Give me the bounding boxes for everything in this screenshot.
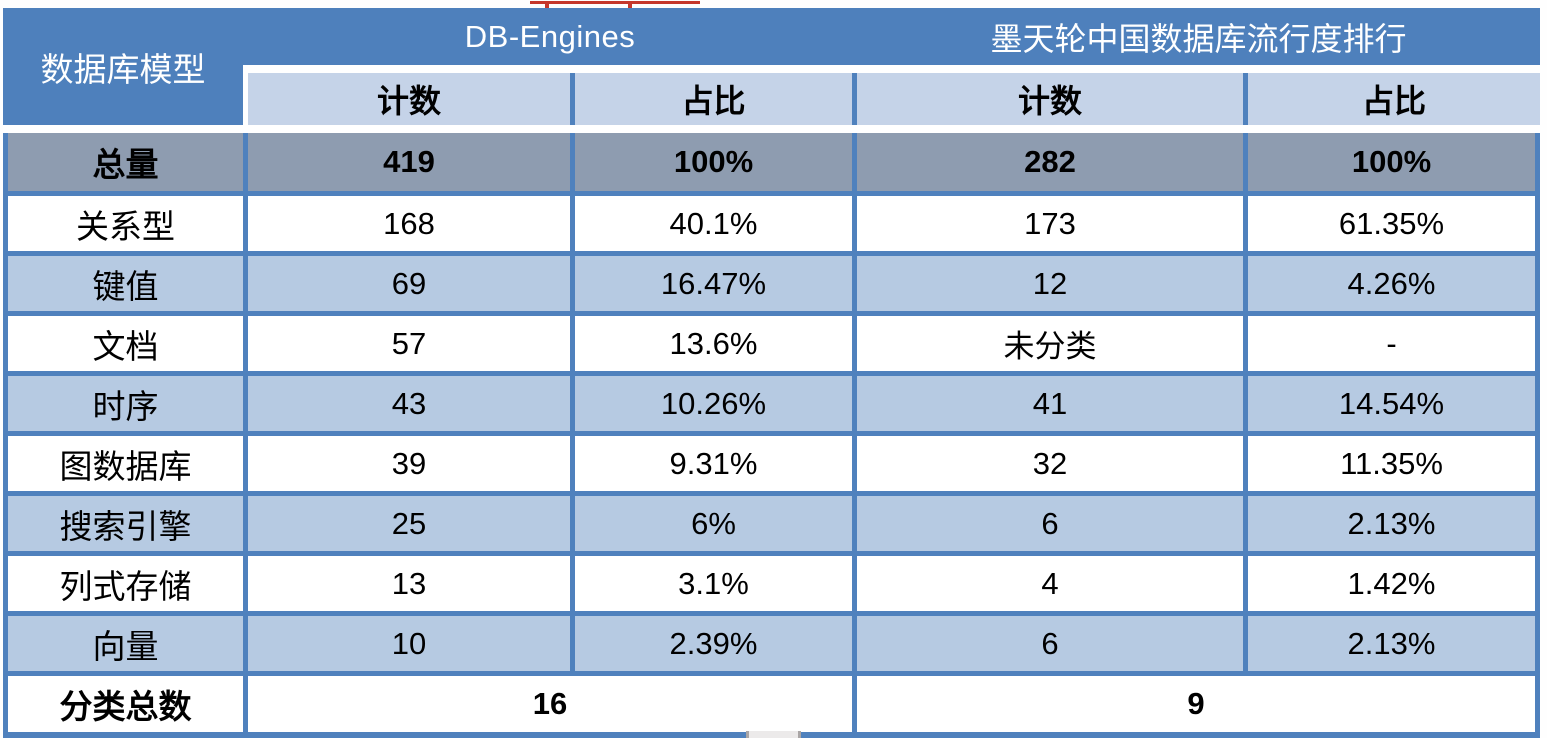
cell-modb-share: - bbox=[1248, 316, 1540, 371]
cell-db-count: 43 bbox=[248, 376, 570, 431]
row-label: 文档 bbox=[3, 316, 243, 371]
cell-modb-category-total: 9 bbox=[857, 676, 1540, 732]
cell-modb-share: 4.26% bbox=[1248, 256, 1540, 311]
header-group-modb: 墨天轮中国数据库流行度排行 bbox=[990, 19, 1407, 58]
cell-modb-count: 未分类 bbox=[857, 316, 1243, 371]
cell-modb-count: 173 bbox=[857, 196, 1243, 251]
cell-db-share: 2.39% bbox=[575, 616, 852, 671]
header-model-cell: 数据库模型 bbox=[3, 8, 243, 125]
table-row: 向量 10 2.39% 6 2.13% bbox=[3, 616, 1540, 671]
header-group-row: DB-Engines 墨天轮中国数据库流行度排行 bbox=[3, 8, 1540, 65]
cell-db-count: 25 bbox=[248, 496, 570, 551]
cell-modb-count: 282 bbox=[857, 133, 1243, 191]
cell-db-category-total: 16 bbox=[248, 676, 852, 732]
scrollbar-thumb-fragment[interactable] bbox=[746, 731, 801, 738]
cell-modb-count: 4 bbox=[857, 556, 1243, 611]
cell-db-share: 100% bbox=[575, 133, 852, 191]
cell-modb-share: 100% bbox=[1248, 133, 1540, 191]
table-row: 文档 57 13.6% 未分类 - bbox=[3, 316, 1540, 371]
red-annotation-tick bbox=[545, 1, 549, 8]
table-row: 关系型 168 40.1% 173 61.35% bbox=[3, 196, 1540, 251]
subheader-count-modb: 计数 bbox=[857, 73, 1243, 125]
cell-modb-count: 32 bbox=[857, 436, 1243, 491]
cell-modb-share: 61.35% bbox=[1248, 196, 1540, 251]
table-row: 图数据库 39 9.31% 32 11.35% bbox=[3, 436, 1540, 491]
table-row: 搜索引擎 25 6% 6 2.13% bbox=[3, 496, 1540, 551]
row-label: 总量 bbox=[3, 133, 243, 191]
subheader-share-modb: 占比 bbox=[1248, 73, 1540, 125]
table-row: 时序 43 10.26% 41 14.54% bbox=[3, 376, 1540, 431]
cell-modb-count: 12 bbox=[857, 256, 1243, 311]
red-annotation-tick bbox=[628, 1, 632, 8]
cell-db-count: 168 bbox=[248, 196, 570, 251]
row-label: 列式存储 bbox=[3, 556, 243, 611]
cell-modb-count: 6 bbox=[857, 496, 1243, 551]
cell-db-count: 10 bbox=[248, 616, 570, 671]
cell-modb-share: 2.13% bbox=[1248, 496, 1540, 551]
cell-db-share: 10.26% bbox=[575, 376, 852, 431]
table-row-category-total: 分类总数 16 9 bbox=[3, 676, 1540, 732]
cell-db-share: 9.31% bbox=[575, 436, 852, 491]
red-annotation-fragment bbox=[530, 1, 700, 4]
cell-db-count: 419 bbox=[248, 133, 570, 191]
table-row-total: 总量 419 100% 282 100% bbox=[3, 133, 1540, 191]
cell-modb-share: 1.42% bbox=[1248, 556, 1540, 611]
subheader-row: 计数 占比 计数 占比 bbox=[248, 73, 1540, 125]
row-label: 分类总数 bbox=[3, 676, 243, 732]
cell-modb-share: 11.35% bbox=[1248, 436, 1540, 491]
table-row: 列式存储 13 3.1% 4 1.42% bbox=[3, 556, 1540, 611]
cell-db-count: 39 bbox=[248, 436, 570, 491]
row-label: 键值 bbox=[3, 256, 243, 311]
cell-modb-count: 6 bbox=[857, 616, 1243, 671]
cell-modb-count: 41 bbox=[857, 376, 1243, 431]
table-row: 键值 69 16.47% 12 4.26% bbox=[3, 256, 1540, 311]
cell-db-share: 13.6% bbox=[575, 316, 852, 371]
db-popularity-comparison-table: DB-Engines 墨天轮中国数据库流行度排行 数据库模型 计数 占比 计数 … bbox=[3, 8, 1540, 738]
cell-db-share: 16.47% bbox=[575, 256, 852, 311]
row-label: 图数据库 bbox=[3, 436, 243, 491]
cell-db-count: 57 bbox=[248, 316, 570, 371]
cell-db-share: 6% bbox=[575, 496, 852, 551]
row-label: 关系型 bbox=[3, 196, 243, 251]
subheader-count-db-engines: 计数 bbox=[248, 73, 570, 125]
row-label: 向量 bbox=[3, 616, 243, 671]
subheader-share-db-engines: 占比 bbox=[575, 73, 852, 125]
cell-modb-share: 14.54% bbox=[1248, 376, 1540, 431]
cell-db-count: 13 bbox=[248, 556, 570, 611]
cell-db-share: 3.1% bbox=[575, 556, 852, 611]
header-group-db-engines: DB-Engines bbox=[464, 18, 636, 54]
cell-db-count: 69 bbox=[248, 256, 570, 311]
cell-modb-share: 2.13% bbox=[1248, 616, 1540, 671]
cell-db-share: 40.1% bbox=[575, 196, 852, 251]
table-body: 总量 419 100% 282 100% 关系型 168 40.1% 173 6… bbox=[3, 133, 1540, 738]
row-label: 搜索引擎 bbox=[3, 496, 243, 551]
row-label: 时序 bbox=[3, 376, 243, 431]
